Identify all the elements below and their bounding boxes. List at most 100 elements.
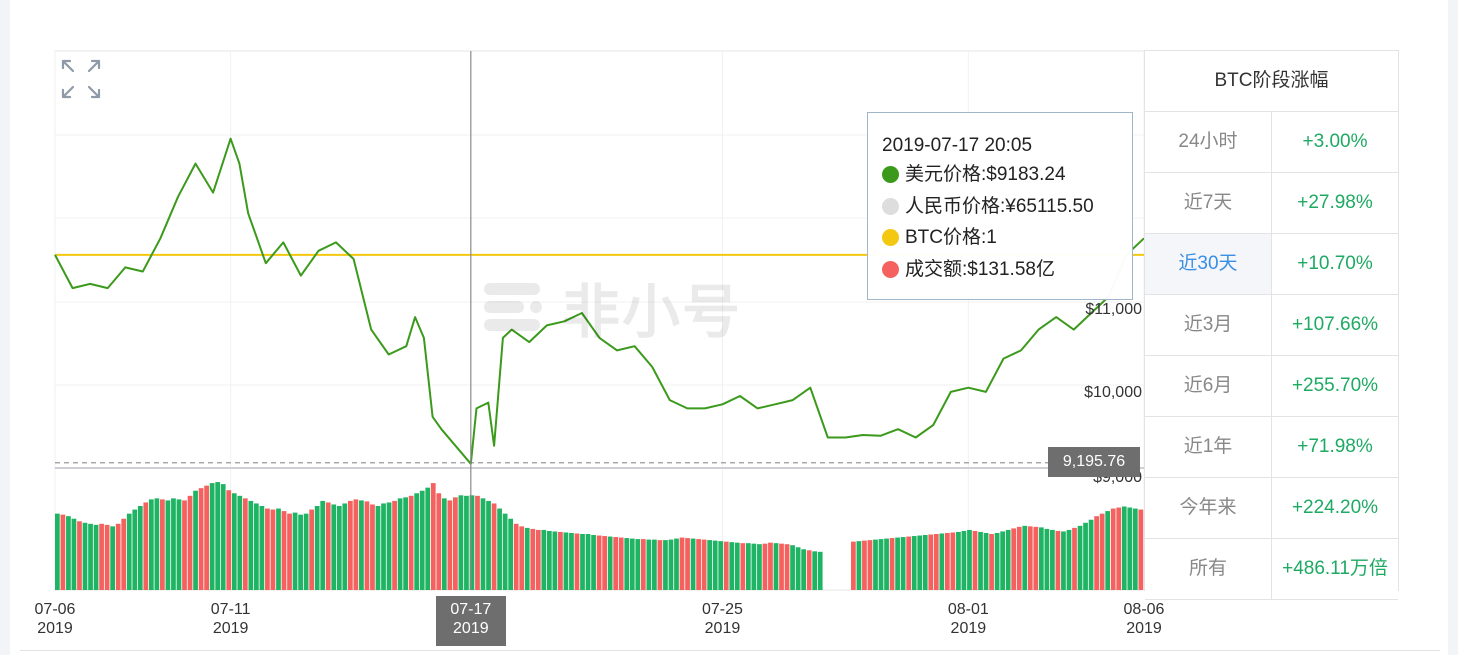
volume-bar (353, 499, 359, 590)
tooltip-row: 美元价格:$9183.24 (882, 159, 1132, 191)
volume-bar (961, 530, 967, 590)
volume-bar (303, 513, 309, 590)
volume-bar (972, 530, 978, 590)
stats-row[interactable]: 所有 +486.11万倍 (1145, 539, 1398, 600)
stats-row[interactable]: 近6月 +255.70% (1145, 356, 1398, 417)
volume-bar (944, 532, 950, 590)
volume-bar (298, 514, 303, 590)
stats-row[interactable]: 近7天 +27.98% (1145, 173, 1398, 234)
volume-bar (950, 532, 956, 590)
stats-period[interactable]: 近6月 (1145, 356, 1272, 416)
volume-bar (171, 498, 176, 590)
volume-bar (154, 498, 160, 590)
volume-bar (530, 528, 536, 590)
volume-bar (226, 490, 232, 590)
chart-tooltip: 2019-07-17 20:05 美元价格:$9183.24 人民币价格:¥651… (867, 112, 1133, 300)
volume-bar (911, 536, 917, 590)
volume-bar (569, 532, 574, 590)
volume-bar (193, 490, 198, 590)
tooltip-value: 人民币价格:¥65115.50 (905, 195, 1094, 217)
volume-bar (403, 497, 408, 590)
stats-period[interactable]: 所有 (1145, 539, 1272, 599)
volume-bar (55, 513, 60, 590)
legend-dot-icon (882, 166, 899, 184)
volume-bar (917, 535, 923, 590)
volume-bar (1005, 529, 1011, 590)
stats-period[interactable]: 近7天 (1145, 173, 1272, 233)
volume-bar (740, 543, 746, 590)
stats-row[interactable]: 今年来 +224.20% (1145, 478, 1398, 539)
stats-period[interactable]: 近30天 (1145, 234, 1272, 294)
volume-bar (801, 549, 806, 590)
volume-bar (524, 527, 530, 590)
volume-bar (137, 506, 143, 590)
volume-bar (956, 531, 961, 590)
volume-bar (989, 534, 994, 590)
volume-bar (779, 543, 784, 590)
stats-period[interactable]: 近1年 (1145, 417, 1272, 477)
stats-change: +71.98% (1297, 436, 1373, 457)
x-tick-year: 2019 (1126, 620, 1162, 637)
cursor-date: 07-17 (450, 601, 492, 618)
expand-icon[interactable] (60, 58, 102, 100)
volume-bar (497, 508, 502, 590)
volume-bar (320, 500, 326, 590)
volume-bar (77, 521, 82, 590)
tooltip-time: 2019-07-17 20:05 (882, 135, 1033, 156)
volume-bar (939, 533, 945, 590)
volume-bar (370, 504, 375, 590)
stats-row[interactable]: 近1年 +71.98% (1145, 417, 1398, 478)
volume-bar (364, 501, 370, 590)
volume-bar (1000, 531, 1005, 590)
stats-period[interactable]: 24小时 (1145, 112, 1272, 172)
stats-period[interactable]: 今年来 (1145, 478, 1272, 538)
volume-bar (248, 500, 254, 590)
x-tick-date: 07-06 (34, 601, 76, 618)
volume-bar (270, 509, 276, 590)
stats-period[interactable]: 近3月 (1145, 295, 1272, 355)
volume-bar (1094, 516, 1099, 590)
volume-bar (1088, 519, 1094, 590)
volume-bar (1072, 527, 1077, 590)
legend-dot-icon (882, 260, 899, 278)
volume-bar (198, 488, 204, 590)
volume-bar (336, 506, 342, 590)
price-line-layer (54, 137, 1145, 465)
volume-bar (790, 545, 795, 590)
volume-bar (110, 526, 116, 590)
volume-bar (734, 542, 740, 590)
volume-bar (359, 500, 364, 590)
volume-bar (723, 541, 729, 590)
volume-bar (663, 540, 668, 590)
stats-row[interactable]: 近30天 +10.70% (1145, 234, 1398, 295)
cursor-year: 2019 (453, 620, 489, 637)
x-tick-label: 07-06 2019 (20, 600, 90, 638)
stats-row[interactable]: 24小时 +3.00% (1145, 112, 1398, 173)
volume-bar (552, 531, 558, 590)
volume-bar (563, 532, 569, 590)
volume-bar (1083, 522, 1088, 590)
volume-bar (375, 506, 381, 590)
volume-bar (1077, 525, 1083, 590)
x-tick-date: 07-11 (210, 601, 251, 618)
stats-row[interactable]: 近3月 +107.66% (1145, 295, 1398, 356)
y-tick-label: $11,000 (1085, 301, 1142, 318)
x-tick-label: 08-06 2019 (1109, 600, 1179, 638)
volume-bar (1132, 508, 1138, 590)
volume-bar (82, 522, 88, 590)
x-tick-year: 2019 (212, 620, 249, 637)
volume-bar (331, 504, 337, 590)
volume-bar (408, 495, 414, 590)
volume-bar (1121, 506, 1127, 590)
volume-bar (1027, 526, 1033, 590)
volume-bar (856, 541, 862, 590)
x-tick-year: 2019 (704, 620, 741, 637)
tooltip-row: 人民币价格:¥65115.50 (882, 191, 1132, 223)
volume-bar (884, 538, 889, 590)
volume-bar (546, 530, 552, 590)
volume-bar (132, 509, 138, 590)
volume-bar (237, 495, 243, 590)
cursor-date-label: 07-17 2019 (435, 596, 506, 646)
volume-bar (392, 500, 397, 590)
